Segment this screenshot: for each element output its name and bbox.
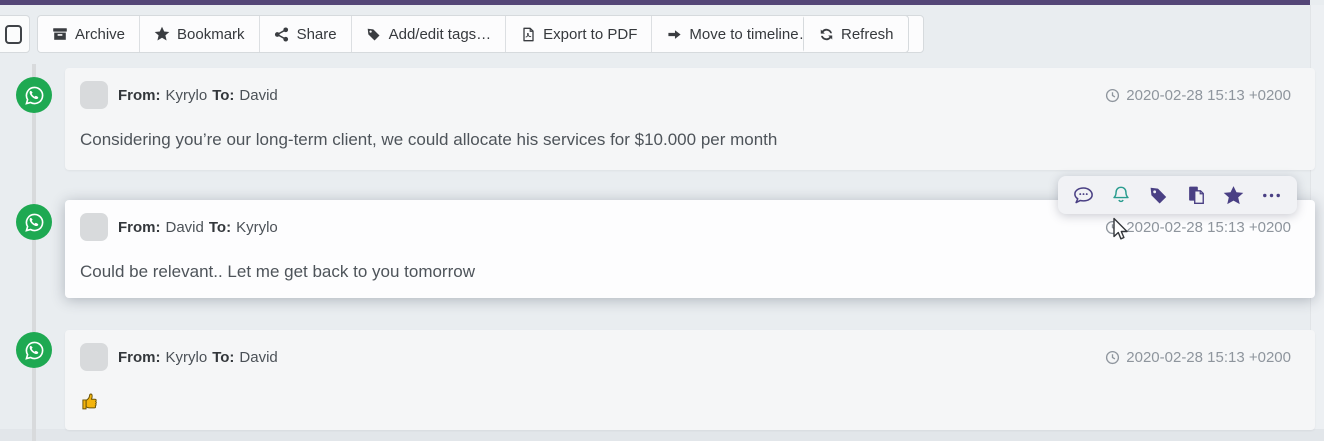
clock-icon (1106, 88, 1120, 102)
whatsapp-channel-icon (16, 204, 52, 240)
message-card[interactable]: From: Kyrylo To: David 2020-02-28 15:13 … (65, 68, 1315, 170)
message-header: From: Kyrylo To: David 2020-02-28 15:13 … (80, 343, 1291, 371)
timestamp: 2020-02-28 15:13 +0200 (1105, 219, 1291, 236)
timestamp-text: 2020-02-28 15:13 +0200 (1126, 218, 1291, 236)
from-name: David (165, 218, 204, 236)
clock-icon (1106, 350, 1120, 364)
thumbs-up-emoji (82, 393, 97, 410)
bookmark-button[interactable]: Bookmark (139, 16, 259, 52)
timeline-line (32, 64, 36, 441)
star-icon (154, 26, 170, 42)
from-label: From: (118, 218, 161, 236)
refresh-icon (818, 26, 834, 42)
from-name: Kyrylo (165, 86, 208, 104)
select-all-checkbox[interactable] (0, 15, 30, 53)
horizontal-scrollbar-track[interactable] (0, 429, 1324, 441)
avatar (80, 81, 108, 109)
whatsapp-channel-icon (16, 77, 52, 113)
file-pdf-icon (520, 26, 536, 42)
message-body (80, 391, 1291, 418)
export-to-pdf-button-label: Export to PDF (543, 25, 638, 43)
share-icon (274, 26, 290, 42)
move-to-timeline-button-label: Move to timeline… (689, 25, 814, 43)
avatar (80, 213, 108, 241)
to-label: To: (212, 86, 235, 104)
add-edit-tags-button[interactable]: Add/edit tags… (350, 16, 506, 52)
message-body: Could be relevant.. Let me get back to y… (80, 262, 475, 281)
to-label: To: (208, 218, 232, 236)
from-to-line: From: Kyrylo To: David (118, 87, 278, 104)
from-label: From: (118, 348, 161, 366)
checkbox-icon (5, 24, 22, 44)
to-name: Kyrylo (236, 218, 278, 236)
more-options-icon[interactable] (1259, 183, 1283, 207)
arrow-right-icon (666, 26, 682, 42)
move-to-timeline-button[interactable]: Move to timeline… (651, 16, 828, 52)
message-card[interactable]: From: Kyrylo To: David 2020-02-28 15:13 … (65, 330, 1315, 430)
tag-icon[interactable] (1147, 183, 1171, 207)
from-name: Kyrylo (165, 348, 208, 366)
message-actions-toolbar: Archive Bookmark Share Add/edit tags… Ex… (37, 15, 924, 53)
top-accent-bar (0, 0, 1310, 5)
comment-icon[interactable] (1072, 183, 1096, 207)
from-label: From: (118, 86, 161, 104)
timestamp-text: 2020-02-28 15:13 +0200 (1126, 348, 1291, 366)
share-button[interactable]: Share (258, 16, 351, 52)
archive-icon (52, 26, 68, 42)
timestamp-text: 2020-02-28 15:13 +0200 (1126, 86, 1291, 104)
from-to-line: From: David To: Kyrylo (118, 219, 278, 236)
whatsapp-channel-icon (16, 332, 52, 368)
copy-icon[interactable] (1184, 183, 1208, 207)
star-icon[interactable] (1222, 183, 1246, 207)
add-edit-tags-button-label: Add/edit tags… (388, 25, 492, 43)
timestamp: 2020-02-28 15:13 +0200 (1105, 87, 1291, 104)
message-body: Considering you’re our long-term client,… (80, 130, 778, 149)
clock-icon (1106, 220, 1120, 234)
refresh-group: Refresh (803, 15, 909, 53)
to-name: David (239, 348, 278, 366)
bookmark-button-label: Bookmark (177, 25, 245, 43)
avatar (80, 343, 108, 371)
archive-button[interactable]: Archive (38, 16, 140, 52)
from-to-line: From: Kyrylo To: David (118, 349, 278, 366)
message-header: From: David To: Kyrylo 2020-02-28 15:13 … (80, 213, 1291, 241)
tag-icon (366, 26, 382, 42)
to-label: To: (212, 348, 235, 366)
refresh-button-label: Refresh (841, 25, 894, 43)
timestamp: 2020-02-28 15:13 +0200 (1105, 349, 1291, 366)
message-card[interactable]: From: David To: Kyrylo 2020-02-28 15:13 … (65, 200, 1315, 298)
share-button-label: Share (296, 25, 337, 43)
message-hover-toolbar (1058, 176, 1297, 214)
message-header: From: Kyrylo To: David 2020-02-28 15:13 … (80, 81, 1291, 109)
refresh-button[interactable]: Refresh (804, 16, 908, 52)
archive-button-label: Archive (75, 25, 126, 43)
bell-icon[interactable] (1109, 183, 1133, 207)
export-to-pdf-button[interactable]: Export to PDF (505, 16, 652, 52)
to-name: David (239, 86, 278, 104)
